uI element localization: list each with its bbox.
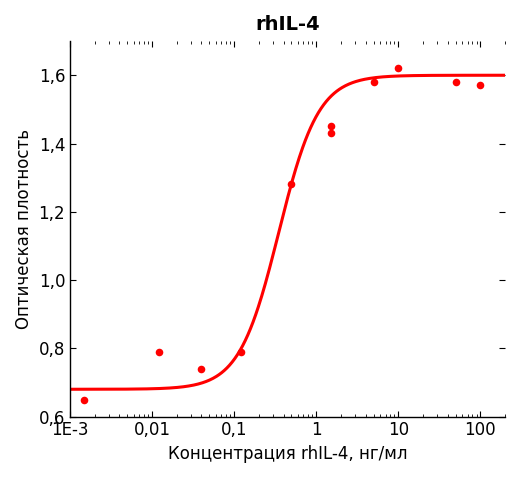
Point — [451, 78, 460, 86]
Point — [197, 365, 205, 373]
Point — [80, 396, 88, 403]
Point — [288, 181, 296, 188]
Point — [154, 348, 163, 356]
Point — [327, 123, 335, 130]
Y-axis label: Оптическая плотность: Оптическая плотность — [15, 129, 33, 329]
X-axis label: Концентрация rhIL-4, нг/мл: Концентрация rhIL-4, нг/мл — [168, 445, 407, 463]
Point — [369, 78, 378, 86]
Title: rhIL-4: rhIL-4 — [255, 15, 320, 34]
Point — [237, 348, 245, 356]
Point — [476, 82, 485, 89]
Point — [327, 130, 335, 137]
Point — [394, 65, 402, 72]
